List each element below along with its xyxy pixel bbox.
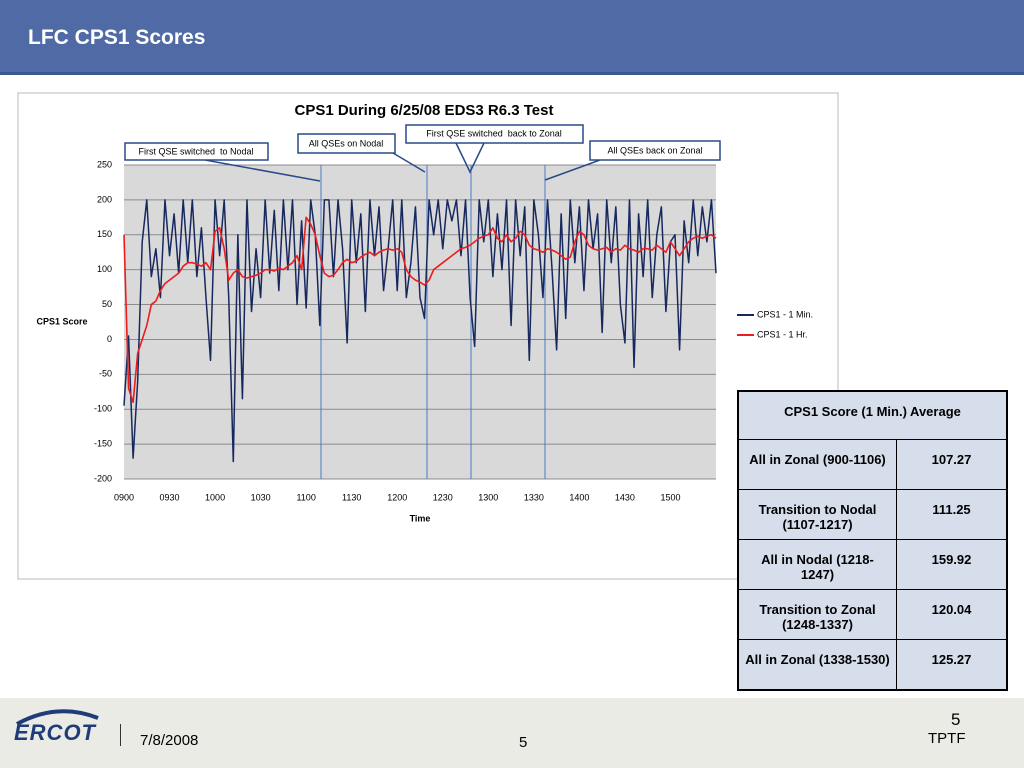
y-tick-label: 100 [97,264,112,274]
series-line [123,199,717,463]
y-tick-label: 200 [97,194,112,204]
annotation-text: All QSEs on Nodal [309,138,384,148]
annotation-boxes [124,124,721,161]
x-tick-label: 1200 [387,492,407,502]
logo-swoosh [16,709,99,726]
annotation-arrow [204,159,321,182]
annotation-text: First QSE switched to Nodal [138,146,253,156]
x-tick-label: 1500 [660,492,680,502]
x-tick-label: 0930 [160,492,180,502]
annotation-text: First QSE switched back to Zonal [426,128,562,138]
x-tick-label: 1100 [296,492,315,502]
y-axis-label: CPS1 Score [36,316,87,326]
x-tick-label: 0900 [114,492,134,502]
x-axis-label: Time [410,513,431,523]
annotation-box [589,140,721,161]
annotation-text: All QSEs back on Zonal [607,145,702,155]
table-value: 159.92 [896,538,1008,591]
x-tick-label: 1300 [478,492,498,502]
page-number: 5 [519,734,528,751]
annotations [204,142,601,182]
plot-area [124,165,716,479]
table-period: All in Zonal (1338-1530) [737,639,897,691]
y-tick-label: -50 [99,369,112,379]
annotation-arrow [544,159,601,181]
table-row: All in Zonal (900-1106) 107.27 [737,438,1008,490]
footer: ERCOT 7/8/2008 5 5 TPTF [0,698,1024,768]
group: TPTF [928,730,966,747]
separator [120,724,121,746]
x-tick-label: 1430 [615,492,635,502]
annotation-arrow [392,152,426,173]
table-value: 111.25 [896,488,1008,540]
logo: ERCOT [14,720,96,745]
x-tick-label: 1130 [342,492,361,502]
table-row: Transition to Zonal (1248-1337) 120.04 [737,589,1008,641]
y-tick-label: 150 [97,229,112,239]
y-tick-label: 0 [107,334,112,344]
y-tick-label: -200 [94,473,112,483]
table-value: 107.27 [896,438,1008,490]
y-tick-label: 50 [102,299,112,309]
slide-title: LFC CPS1 Scores [28,26,206,49]
x-tick-label: 1030 [251,492,271,502]
series-line [123,216,717,404]
chart-title: CPS1 During 6/25/08 EDS3 R6.3 Test [295,102,554,119]
chart: First QSE switched to Nodal All QSEs on … [17,92,839,580]
phase-markers [320,165,546,479]
annotation-arrow [455,142,485,174]
table-period: All in Nodal (1218-1247) [737,538,897,591]
x-tick-label: 1000 [205,492,225,502]
x-tick-label: 1330 [524,492,544,502]
y-tick-label: 250 [97,159,112,169]
annotation-box [297,133,396,154]
summary-table: CPS1 Score (1 Min.) Average All in Zonal… [737,390,1008,691]
y-tick-label: -150 [94,438,112,448]
table-period: Transition to Zonal (1248-1337) [737,589,897,641]
table-row: Transition to Nodal (1107-1217) 111.25 [737,488,1008,540]
legend-label: CPS1 - 1 Min. [757,309,813,319]
x-tick-label: 1230 [433,492,453,502]
annotation-box [124,142,269,161]
table-period: All in Zonal (900-1106) [737,438,897,490]
annotation-box [405,124,584,144]
legend-label: CPS1 - 1 Hr. [757,329,808,339]
table-row: All in Nodal (1218-1247) 159.92 [737,538,1008,591]
header-band: LFC CPS1 Scores [0,0,1024,75]
table-value: 125.27 [896,639,1008,691]
x-tick-label: 1400 [569,492,589,502]
y-tick-label: -100 [94,404,112,414]
table-header: CPS1 Score (1 Min.) Average [737,390,1008,440]
table-row: All in Zonal (1338-1530) 125.27 [737,639,1008,691]
table-value: 120.04 [896,589,1008,641]
table-period: Transition to Nodal (1107-1217) [737,488,897,540]
page-number: 5 [951,710,961,729]
date: 7/8/2008 [140,732,199,749]
